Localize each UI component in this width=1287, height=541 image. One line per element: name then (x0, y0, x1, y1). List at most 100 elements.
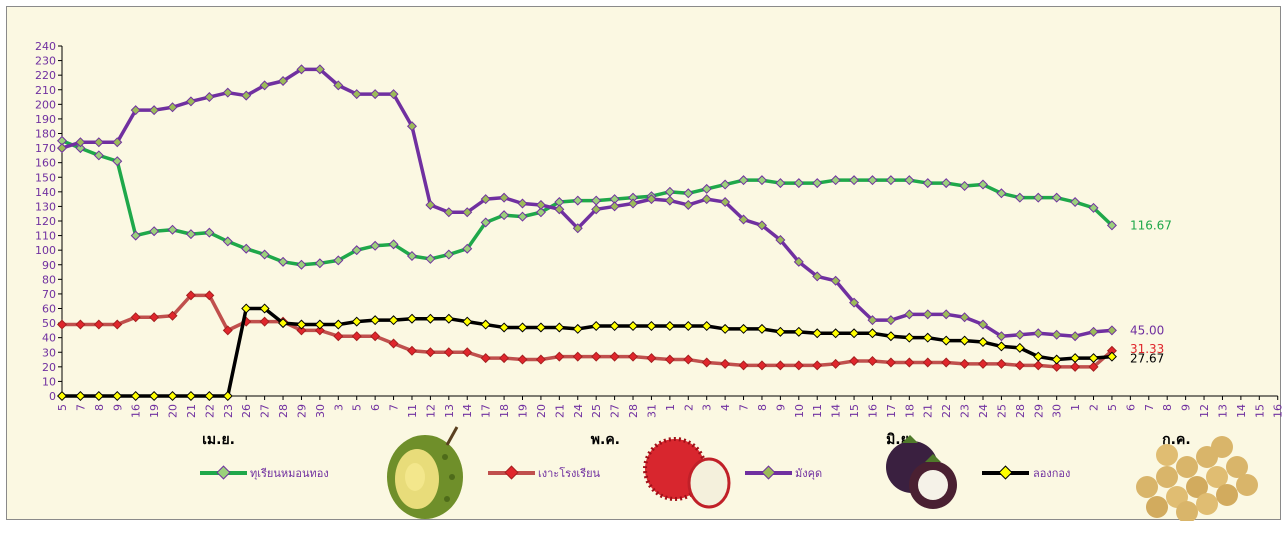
x-tick-label: 11 (406, 404, 419, 418)
legend-item-durian: ทุเรียนหมอนทอง (200, 465, 329, 480)
data-point (628, 320, 639, 332)
data-point (149, 105, 160, 116)
data-point (849, 328, 860, 339)
x-tick-label: 9 (111, 404, 124, 411)
end-value-label: 116.67 (1130, 218, 1172, 232)
data-point (93, 150, 104, 161)
data-point (572, 223, 583, 234)
data-point (849, 297, 860, 308)
data-point (1033, 192, 1044, 203)
data-point (130, 105, 141, 116)
data-point (259, 303, 270, 314)
data-point (204, 390, 215, 402)
data-point (388, 338, 399, 349)
data-point (388, 89, 399, 100)
x-tick-label: 9 (1180, 404, 1193, 411)
y-tick-label: 130 (35, 200, 56, 213)
data-point (720, 197, 731, 208)
y-tick-label: 0 (49, 390, 56, 403)
data-point (370, 240, 381, 251)
data-point (1033, 328, 1044, 339)
data-point (314, 319, 325, 330)
data-point (959, 358, 970, 369)
data-point (296, 325, 307, 336)
data-point (885, 175, 896, 186)
data-point (1033, 351, 1044, 362)
data-point (204, 290, 215, 301)
data-point (701, 194, 712, 205)
data-point (977, 319, 989, 330)
x-tick-label: 26 (240, 404, 253, 418)
data-point (922, 332, 933, 343)
x-tick-label: 27 (259, 404, 272, 418)
y-tick-label: 160 (35, 157, 56, 170)
data-point (885, 357, 896, 368)
data-point (793, 326, 804, 337)
x-tick-label: 12 (1198, 404, 1211, 418)
series-line (61, 67, 1113, 338)
y-tick-label: 20 (42, 361, 56, 374)
data-point (241, 303, 252, 314)
y-tick-label: 150 (35, 171, 56, 184)
data-point (1014, 329, 1025, 340)
data-point (683, 320, 694, 332)
data-point (628, 351, 639, 362)
x-tick-label: 28 (1014, 404, 1027, 418)
x-tick-label: 17 (480, 404, 493, 418)
data-point (591, 351, 602, 362)
x-tick-label: 20 (535, 404, 548, 418)
y-tick-label: 110 (35, 230, 56, 243)
x-tick-label: 22 (203, 404, 216, 418)
data-point (1088, 361, 1099, 372)
x-tick-label: 7 (74, 404, 87, 411)
data-point (167, 224, 178, 235)
data-point (499, 192, 510, 203)
data-point (406, 250, 417, 262)
data-point (535, 322, 546, 333)
data-point (867, 328, 878, 339)
x-tick-label: 10 (793, 404, 806, 418)
data-point (333, 80, 344, 91)
data-point (351, 245, 362, 256)
data-point (130, 230, 141, 241)
data-point (388, 239, 399, 250)
data-point (517, 322, 528, 333)
data-point (830, 358, 841, 369)
data-point (849, 175, 860, 186)
series-1 (56, 290, 1117, 372)
data-point (314, 258, 325, 269)
y-tick-label: 30 (42, 346, 56, 359)
data-point (480, 194, 491, 205)
data-point (499, 353, 510, 364)
data-point (793, 360, 804, 371)
legend-item-mangosteen: มังคุด (745, 465, 822, 480)
x-tick-label: 16 (130, 404, 143, 418)
data-point (1051, 354, 1062, 365)
mangosteen-image (886, 435, 957, 509)
data-point (664, 186, 675, 197)
data-point (333, 255, 344, 266)
series-line (62, 293, 1114, 369)
data-point (867, 315, 878, 326)
data-point (1014, 192, 1025, 203)
data-point (738, 323, 749, 334)
data-point (370, 315, 381, 326)
x-tick-label: 11 (811, 404, 824, 418)
data-point (56, 143, 68, 154)
x-tick-label: 5 (351, 404, 364, 411)
legend-item-longkong: ลองกอง (982, 465, 1070, 480)
legend-item-rambutan: เงาะโรงเรียน (488, 465, 601, 480)
x-tick-label: 7 (1143, 404, 1156, 411)
y-tick-label: 120 (35, 215, 56, 228)
data-point (720, 358, 731, 369)
x-tick-label: 27 (609, 404, 622, 418)
y-tick-label: 200 (35, 98, 56, 111)
data-point (535, 207, 546, 218)
data-point (462, 347, 473, 358)
x-tick-label: 5 (1106, 404, 1119, 411)
data-point (1088, 353, 1099, 364)
data-point (977, 337, 989, 348)
data-point (1106, 351, 1117, 362)
y-tick-label: 40 (42, 332, 56, 345)
data-point (93, 137, 104, 148)
